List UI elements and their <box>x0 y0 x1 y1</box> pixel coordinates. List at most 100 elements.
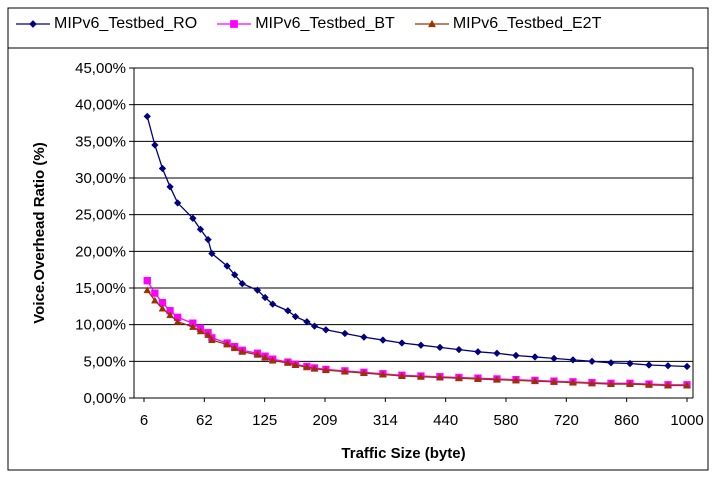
data-point <box>291 361 300 368</box>
data-point <box>664 361 672 370</box>
x-tick-label: 125 <box>252 412 277 429</box>
data-point <box>683 381 691 389</box>
data-point <box>341 367 349 375</box>
data-point <box>341 329 349 338</box>
y-tick-label: 20,00% <box>75 243 126 260</box>
data-point <box>427 19 436 28</box>
data-point <box>474 375 482 382</box>
data-point <box>208 336 216 344</box>
x-tick-label: 440 <box>433 412 458 429</box>
data-point <box>398 339 406 347</box>
y-axis-title: Voice.Overhead Ratio (%) <box>31 142 48 323</box>
data-point <box>512 351 520 360</box>
data-point <box>238 279 247 288</box>
y-tick-label: 35,00% <box>75 133 126 150</box>
x-tick-label: 62 <box>196 412 213 429</box>
data-point <box>284 358 292 366</box>
data-point <box>310 322 319 330</box>
legend-swatch-square <box>217 20 252 28</box>
data-point <box>238 347 247 355</box>
x-tick-label: 580 <box>493 412 518 429</box>
legend-item: MIPv6_Testbed_BT <box>217 15 395 33</box>
data-point <box>588 357 596 366</box>
data-point <box>158 164 167 173</box>
legend-label: MIPv6_Testbed_BT <box>255 15 395 32</box>
data-point <box>268 300 277 308</box>
data-point <box>588 379 596 387</box>
data-point <box>230 271 239 279</box>
data-point <box>158 304 167 312</box>
data-point <box>626 380 634 388</box>
data-point <box>223 340 231 348</box>
data-point <box>143 112 152 121</box>
data-point <box>189 214 197 223</box>
y-tick-label: 10,00% <box>75 317 126 334</box>
data-point <box>303 363 311 371</box>
series-MIPv6_Testbed_E2T <box>143 286 691 389</box>
legend-swatch-triangle <box>414 19 449 28</box>
legend-item: MIPv6_Testbed_RO <box>16 15 197 33</box>
data-point <box>322 326 330 334</box>
data-point <box>436 373 444 381</box>
legend-border <box>7 7 709 49</box>
data-point <box>151 141 159 149</box>
y-tick-label: 30,00% <box>75 170 126 187</box>
data-point <box>253 286 262 294</box>
data-point <box>173 199 182 207</box>
data-point <box>230 20 239 28</box>
data-point <box>196 327 205 335</box>
legend: MIPv6_Testbed_RO MIPv6_Testbed_BT MIPv6_Te… <box>16 4 716 44</box>
data-point <box>436 343 444 352</box>
data-point <box>569 356 577 364</box>
data-point <box>493 349 501 358</box>
data-point <box>151 296 159 304</box>
data-point <box>455 345 463 354</box>
data-point <box>230 344 239 352</box>
data-point <box>143 277 151 285</box>
x-tick-label: 6 <box>140 412 148 429</box>
data-point <box>664 381 672 389</box>
data-point <box>322 366 330 374</box>
data-point <box>417 372 425 380</box>
series-line <box>146 289 687 387</box>
y-tick-label: 40,00% <box>75 97 126 114</box>
legend-item: MIPv6_Testbed_E2T <box>414 15 602 33</box>
data-point <box>474 348 482 356</box>
series-MIPv6_Testbed_BT <box>143 277 691 389</box>
data-point <box>204 235 212 244</box>
data-point <box>626 359 634 368</box>
data-point <box>143 286 152 294</box>
x-tick-label: 209 <box>312 412 337 429</box>
data-point <box>204 331 212 338</box>
series-line <box>146 280 687 386</box>
data-point <box>253 350 262 358</box>
legend-swatch-diamond <box>16 20 50 28</box>
data-point <box>189 322 197 330</box>
x-tick-label: 314 <box>373 412 398 429</box>
data-point <box>398 372 406 379</box>
data-point <box>417 341 425 349</box>
data-point <box>550 377 558 385</box>
data-point <box>645 380 653 388</box>
data-point <box>683 362 691 371</box>
x-tick-label: 860 <box>614 412 639 429</box>
data-point <box>569 378 577 386</box>
data-point <box>261 353 269 361</box>
data-point <box>379 370 387 378</box>
data-point <box>173 317 182 325</box>
data-point <box>284 306 292 315</box>
y-tick-label: 15,00% <box>75 280 126 297</box>
data-point <box>261 293 269 302</box>
legend-label: MIPv6_Testbed_E2T <box>452 15 602 32</box>
y-tick-label: 45,00% <box>75 60 126 77</box>
data-point <box>166 311 174 319</box>
series-line <box>146 116 688 368</box>
series-MIPv6_Testbed_RO <box>143 112 691 371</box>
data-point <box>208 249 216 258</box>
data-point <box>196 225 205 234</box>
data-point <box>550 354 558 363</box>
x-tick-label: 720 <box>554 412 579 429</box>
data-point <box>310 364 319 372</box>
